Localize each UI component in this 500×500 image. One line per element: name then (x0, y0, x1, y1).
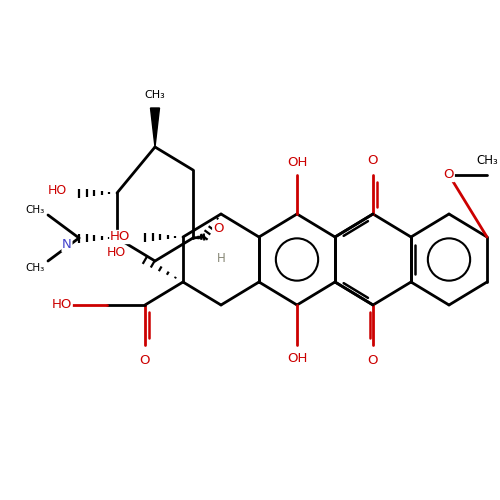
Text: HO: HO (48, 184, 66, 196)
Text: OH: OH (287, 352, 307, 364)
Text: N: N (62, 238, 72, 252)
Text: CH₃: CH₃ (144, 90, 166, 100)
Text: HO: HO (110, 230, 130, 243)
Text: O: O (444, 168, 454, 181)
Text: CH₃: CH₃ (26, 205, 44, 215)
Text: OH: OH (287, 156, 307, 168)
Text: O: O (368, 354, 378, 366)
Text: CH₃: CH₃ (476, 154, 498, 166)
Text: H: H (216, 252, 226, 264)
Text: HO: HO (106, 246, 126, 258)
Text: O: O (140, 354, 150, 366)
Text: CH₃: CH₃ (26, 263, 44, 273)
Text: HO: HO (52, 298, 72, 312)
Polygon shape (150, 108, 160, 147)
Text: O: O (213, 222, 223, 234)
Text: O: O (368, 154, 378, 166)
